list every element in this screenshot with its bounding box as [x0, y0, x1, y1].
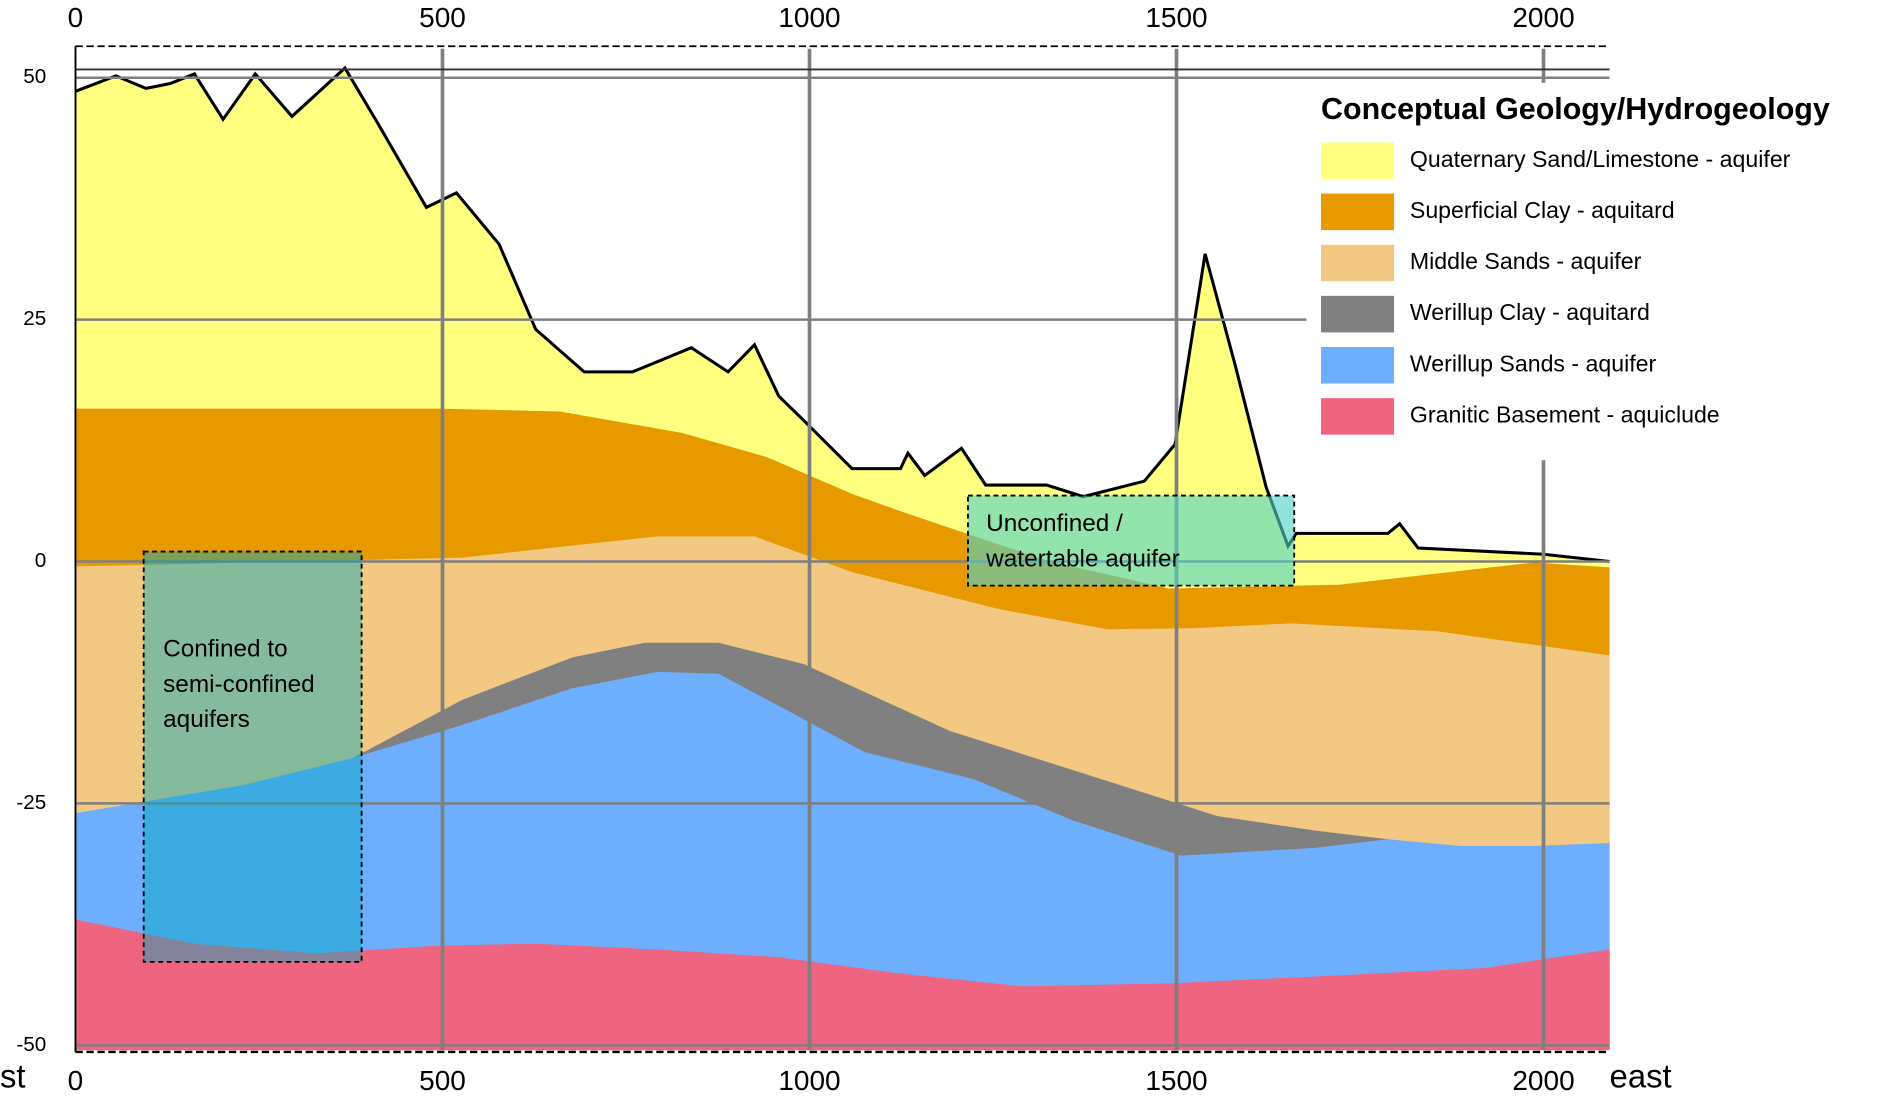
- legend-label: Werillup Sands - aquifer: [1410, 350, 1657, 376]
- x-tick-label-top: 2000: [1512, 2, 1574, 33]
- legend-label: Superficial Clay - aquitard: [1410, 197, 1675, 223]
- x-tick-label-bottom: 500: [419, 1065, 466, 1096]
- annotation-text: aquifers: [163, 706, 250, 733]
- legend-swatch: [1321, 245, 1394, 282]
- x-label-right: east: [1610, 1057, 1672, 1094]
- legend-swatch: [1321, 296, 1394, 333]
- legend-label: Middle Sands - aquifer: [1410, 248, 1642, 274]
- legend-swatch: [1321, 142, 1394, 179]
- legend-label: Werillup Clay - aquitard: [1410, 299, 1650, 325]
- y-tick-label: -50: [16, 1033, 46, 1056]
- legend: Conceptual Geology/Hydrogeology Quaternar…: [1306, 83, 1903, 460]
- annotation-text: Unconfined /: [986, 510, 1123, 537]
- chart: Confined to semi-confined aquifers Unconfin…: [0, 0, 1903, 1097]
- legend-title: Conceptual Geology/Hydrogeology: [1321, 92, 1830, 126]
- y-tick-label: 50: [23, 65, 46, 88]
- legend-label: Granitic Basement - aquiclude: [1410, 402, 1720, 428]
- legend-swatch: [1321, 194, 1394, 231]
- annotation-text: semi-confined: [163, 671, 315, 698]
- y-tick-label: 0: [35, 549, 47, 572]
- x-tick-label-bottom: 1000: [778, 1065, 840, 1096]
- x-tick-label-bottom: 1500: [1145, 1065, 1207, 1096]
- annotation-text: watertable aquifer: [985, 546, 1180, 573]
- x-tick-label-top: 1500: [1145, 2, 1207, 33]
- x-tick-label-bottom: 2000: [1512, 1065, 1574, 1096]
- legend-swatch: [1321, 347, 1394, 384]
- legend-swatch: [1321, 398, 1394, 435]
- x-tick-label-bottom: 0: [68, 1065, 84, 1096]
- annotation-box: [144, 552, 362, 962]
- legend-label: Quaternary Sand/Limestone - aquifer: [1410, 146, 1791, 172]
- y-tick-label: -25: [16, 791, 46, 814]
- x-tick-label-top: 1000: [778, 2, 840, 33]
- y-tick-label: 25: [23, 307, 46, 330]
- page: {"chart_data": { "type": "area", "xlim":…: [0, 0, 1903, 1097]
- x-tick-label-top: 0: [68, 2, 84, 33]
- x-label-left: st: [0, 1057, 26, 1094]
- x-tick-label-top: 500: [419, 2, 466, 33]
- annotation-text: Confined to: [163, 636, 288, 663]
